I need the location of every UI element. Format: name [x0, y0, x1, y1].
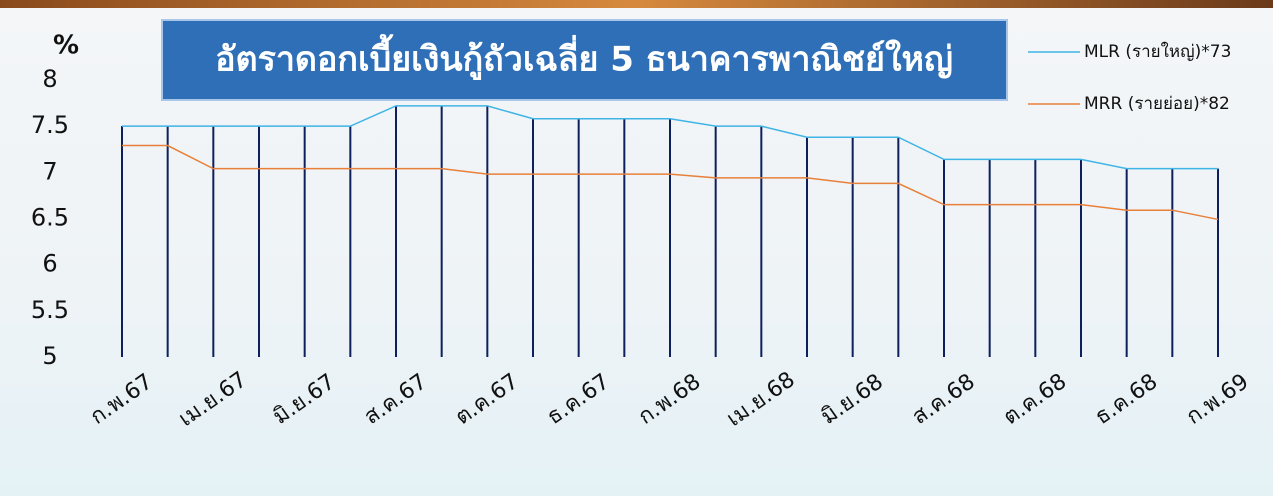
y-tick-label: 5 — [42, 342, 57, 370]
title-box — [161, 19, 1008, 101]
series-line — [122, 105, 1218, 170]
legend-label: MRR (รายย่อย)*82 — [1084, 94, 1230, 114]
y-tick-label: 5.5 — [31, 296, 69, 324]
legend-label: MLR (รายใหญ่)*73 — [1084, 41, 1231, 62]
y-axis-label: % — [53, 31, 79, 61]
y-tick-label: 7.5 — [31, 111, 69, 139]
y-tick-label: 7 — [42, 157, 57, 185]
y-tick-label: 6.5 — [31, 204, 69, 232]
y-tick-label: 8 — [42, 65, 57, 93]
chart-title: อัตราดอกเบี้ยเงินกู้ถัวเฉลี่ย 5 ธนาคารพา… — [215, 34, 953, 81]
y-tick-label: 6 — [42, 250, 57, 278]
series-line — [122, 144, 1219, 221]
top-stripe — [0, 0, 1273, 8]
